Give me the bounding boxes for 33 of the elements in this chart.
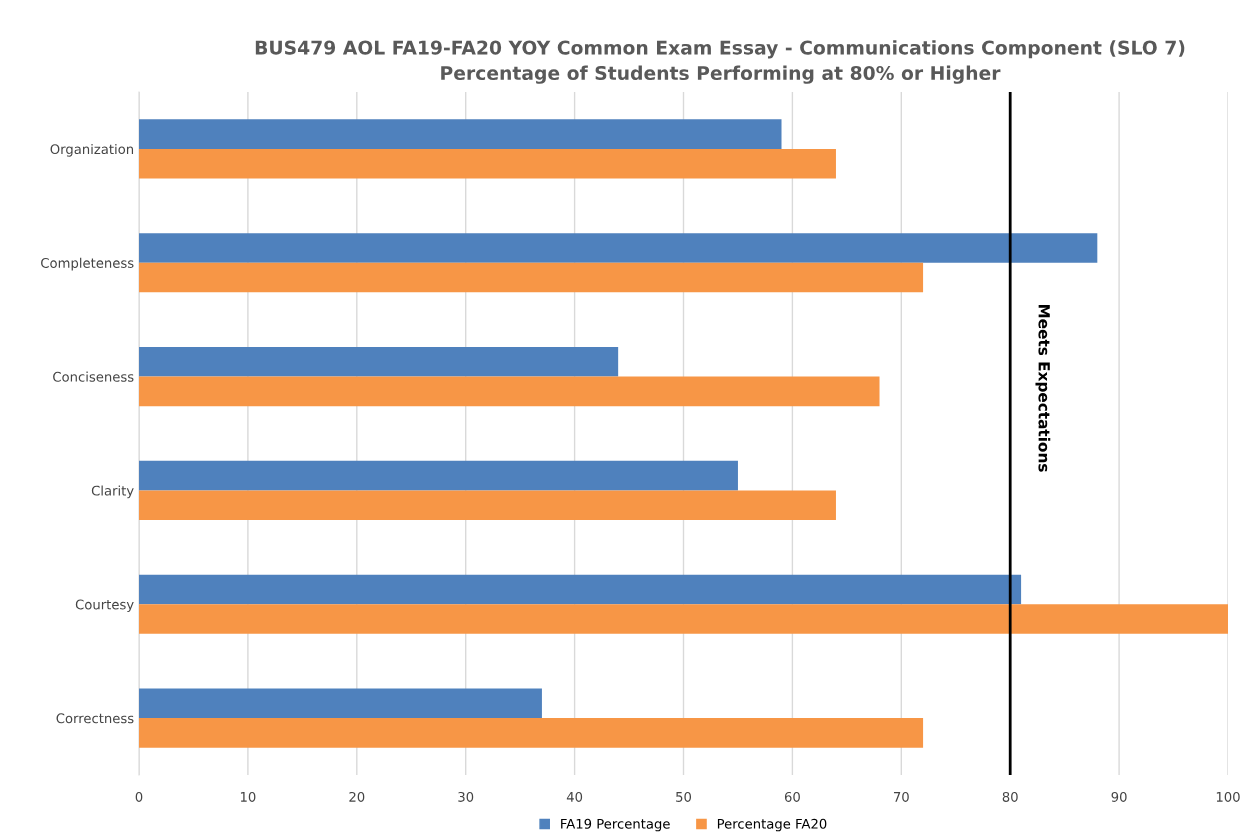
x-tick-label: 20 [349, 791, 365, 802]
y-tick-label: Clarity [91, 485, 134, 499]
x-tick-label: 50 [676, 791, 692, 802]
x-tick-label: 80 [1002, 791, 1018, 802]
bar [139, 262, 924, 293]
bar [139, 346, 619, 377]
bar [139, 119, 782, 149]
bar [139, 574, 1022, 605]
x-tick-label: 40 [566, 791, 583, 802]
bar [139, 376, 880, 407]
bar [139, 148, 836, 179]
x-tick-label: 70 [893, 791, 909, 802]
x-tick-label: 90 [1111, 791, 1127, 802]
x-tick-label: 0 [135, 791, 143, 802]
chart-title: BUS479 AOL FA19-FA20 YOY Common Exam Essay - Communications Component (SLO 7) Percentage of Students Performing at 80% or Higher [255, 40, 1185, 84]
bar [139, 233, 1098, 263]
y-tick-label: Organization [50, 143, 134, 157]
bar [139, 604, 1228, 634]
x-tick-label: 10 [240, 791, 256, 802]
x-tick-label: 100 [1216, 791, 1240, 802]
bar [139, 718, 924, 748]
legend-label: Percentage FA20 [717, 818, 827, 832]
y-tick-label: Conciseness [53, 371, 134, 382]
x-tick-label: 60 [784, 791, 800, 802]
bar [139, 688, 542, 719]
x-tick-label: 30 [458, 791, 474, 802]
bar [139, 460, 738, 491]
ref-line-label: Meets Expectations [1035, 304, 1051, 472]
y-tick-label: Completeness [41, 257, 134, 271]
y-tick-label: Correctness [56, 713, 134, 724]
bar [139, 490, 836, 521]
y-tick-label: Courtesy [75, 599, 134, 613]
legend-label: FA19 Percentage [561, 818, 670, 832]
